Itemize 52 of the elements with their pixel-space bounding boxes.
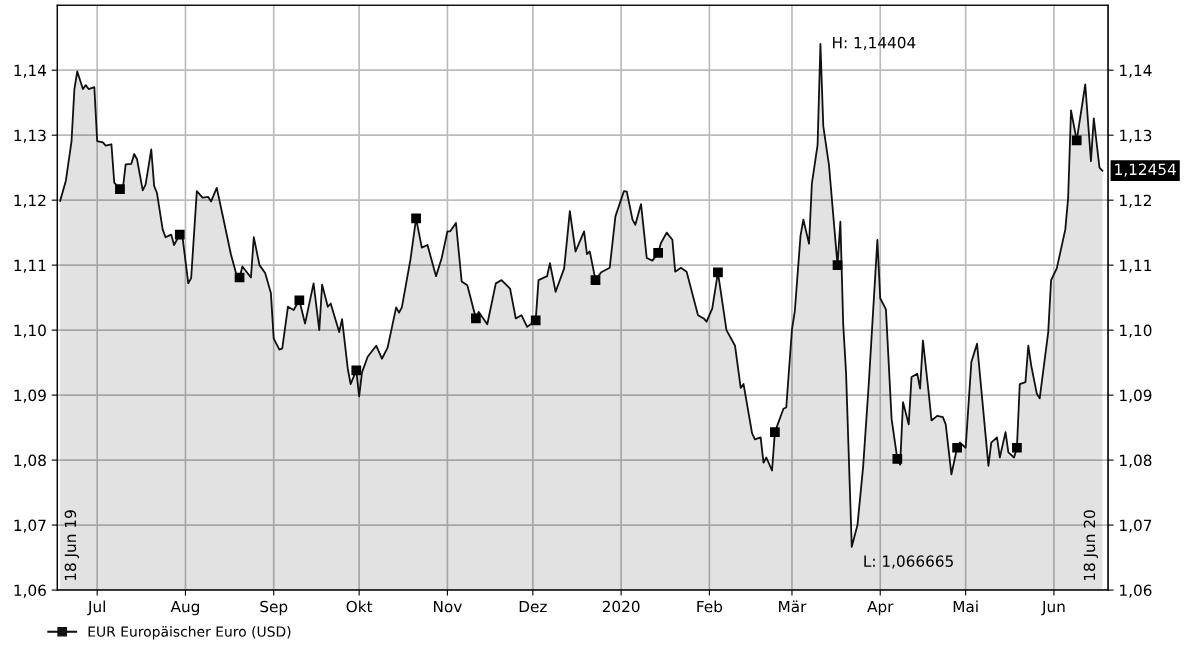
x-tick-label: Apr [867,600,894,616]
annotation: H: 1,14404 [833,36,916,50]
point [1012,442,1022,453]
y-tick-label: 1,13 [14,129,46,143]
y2-tick-label: 1,13 [1120,129,1152,143]
annotation: 18 Jun 20 [1083,510,1099,581]
point [590,275,601,285]
point [952,442,962,453]
x-tick-label: Nov [434,600,462,613]
y2-tick-label: 1,11 [1120,259,1152,273]
y-tick-label: 1,06 [14,584,46,598]
y2-tick-label: 1,07 [1120,519,1152,533]
x-tick-label: Okt [346,600,373,613]
y-tick-label: 1,10 [14,324,46,338]
y-tick-label: 1,11 [14,259,46,273]
point [770,427,780,438]
point [411,213,421,224]
point [471,313,481,324]
x-tick-label: Dez [519,600,547,613]
annotation: 18 Jun 19 [64,510,79,581]
point [115,184,125,194]
point [294,295,305,306]
y2-tick-label: 1,14 [1120,64,1152,78]
point [832,260,843,271]
x-tick-label: Aug [170,600,199,616]
y-tick-label: 1,09 [14,389,46,403]
y-tick-label: 1,12 [14,194,46,208]
point [892,453,903,464]
y-tick-label: 1,07 [14,519,46,533]
y-tick-label: 1,14 [14,64,47,78]
y2-tick-label: 1,09 [1120,389,1152,403]
x-tick-label: Mai [953,600,978,613]
x-tick-label: Sep [260,600,288,616]
annotation: L: 1,066665 [864,555,953,569]
point [351,365,362,376]
point [713,267,723,278]
x-tick-label: Feb [697,600,723,613]
y-tick-label: 1,08 [14,454,46,468]
point [530,315,541,326]
y2-tick-label: 1,12 [1120,194,1151,208]
x-tick-label: Jul [87,600,105,616]
legend-label: EUR Europäischer Euro (USD) [88,626,291,640]
y2-tick-label: 1,08 [1120,454,1152,468]
x-tick-label: Mär [779,600,807,613]
point [174,229,185,240]
y2-tick-label: 1,06 [1120,584,1152,598]
point [1071,135,1082,146]
x-tick-label: 2020 [602,600,640,613]
y2-tick-label: 1,10 [1120,324,1152,338]
x-tick-label: Jun [1041,600,1065,616]
point [653,247,663,258]
annotation: 1,12454 [1115,163,1176,177]
